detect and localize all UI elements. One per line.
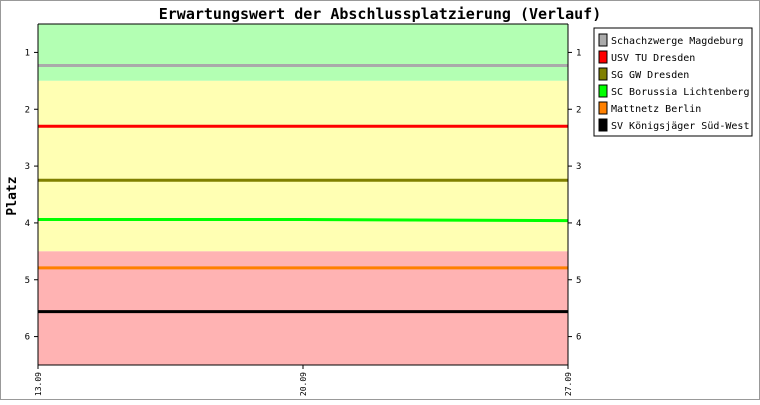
legend-label-3: SG GW Dresden <box>611 70 689 81</box>
legend-label-4: SC Borussia Lichtenberg <box>611 87 749 98</box>
y-tick-label-left-3: 3 <box>25 162 30 172</box>
legend-label-2: USV TU Dresden <box>611 53 695 64</box>
legend-swatch-1 <box>599 34 607 46</box>
legend-swatch-2 <box>599 51 607 63</box>
series-line-4 <box>38 220 568 221</box>
y-tick-label-left-2: 2 <box>25 105 30 115</box>
legend-label-6: SV Königsjäger Süd-West <box>611 121 749 132</box>
x-tick-label-2: 20.09 <box>299 372 308 396</box>
legend-swatch-3 <box>599 68 607 80</box>
legend: Schachzwerge Magdeburg USV TU Dresden SG G… <box>594 28 752 136</box>
y-tick-label-left-4: 4 <box>25 219 30 229</box>
y-axis-label: Platz <box>5 176 20 215</box>
x-tick-label-3: 27.09 <box>564 372 573 396</box>
band-2 <box>38 81 568 252</box>
x-tick-label-1: 13.09 <box>34 372 43 396</box>
legend-label-5: Mattnetz Berlin <box>611 104 701 115</box>
y-tick-label-left-5: 5 <box>25 276 30 286</box>
y-tick-label-right-5: 5 <box>576 276 581 286</box>
band-1 <box>38 24 568 81</box>
y-tick-label-right-2: 2 <box>576 105 581 115</box>
chart-title: Erwartungswert der Abschlussplatzierung … <box>159 5 602 23</box>
y-tick-label-right-3: 3 <box>576 162 581 172</box>
legend-swatch-6 <box>599 119 607 131</box>
legend-label-1: Schachzwerge Magdeburg <box>611 36 743 47</box>
y-tick-label-right-1: 1 <box>576 48 581 58</box>
legend-swatch-4 <box>599 85 607 97</box>
y-tick-label-left-1: 1 <box>25 48 30 58</box>
y-tick-label-left-6: 6 <box>25 333 30 343</box>
background-bands <box>38 24 568 365</box>
y-tick-label-right-4: 4 <box>576 219 581 229</box>
y-tick-label-right-6: 6 <box>576 333 581 343</box>
legend-swatch-5 <box>599 102 607 114</box>
